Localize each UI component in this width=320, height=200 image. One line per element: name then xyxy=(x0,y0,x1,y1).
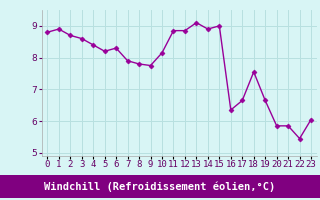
Text: Windchill (Refroidissement éolien,°C): Windchill (Refroidissement éolien,°C) xyxy=(44,181,276,192)
